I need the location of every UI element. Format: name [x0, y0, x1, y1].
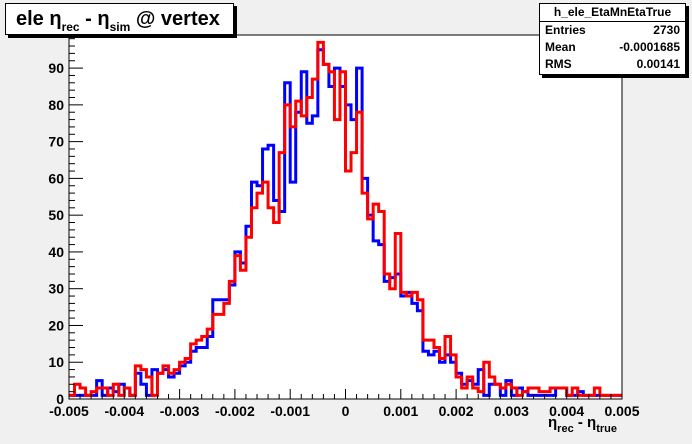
x-axis-title: ηrec - ηtrue	[548, 414, 617, 435]
stats-row-mean: Mean -0.0001685	[545, 40, 680, 54]
histogram-series-red	[69, 40, 622, 397]
x-tick-label: -0.005	[49, 403, 89, 419]
y-tick-label: 90	[48, 60, 64, 76]
y-tick-label: 10	[48, 354, 64, 370]
plot-title: ele ηrec - ηsim @ vertex	[5, 3, 234, 35]
title-tail: @ vertex	[130, 8, 220, 30]
title-eta-2: η	[97, 8, 110, 30]
x-tick-label: 0.001	[383, 403, 418, 419]
stats-row-entries: Entries 2730	[545, 23, 680, 37]
x-tick-label: -0.001	[270, 403, 310, 419]
y-tick-label: 0	[56, 391, 64, 407]
stats-box: h_ele_EtaMnEtaTrue Entries 2730 Mean -0.00…	[539, 3, 686, 75]
x-tick-label: 0.004	[549, 403, 584, 419]
y-tick-label: 70	[48, 134, 64, 150]
y-tick-label: 60	[48, 170, 64, 186]
x-tick-label: 0.005	[604, 403, 639, 419]
x-tick-label: -0.004	[104, 403, 144, 419]
y-tick-label: 20	[48, 317, 64, 333]
y-tick-label: 40	[48, 244, 64, 260]
x-tick-label: 0	[342, 403, 350, 419]
x-tick-label: 0.002	[439, 403, 474, 419]
x-tick-label: 0.003	[494, 403, 529, 419]
y-tick-label: 30	[48, 281, 64, 297]
title-sub-rec: rec	[61, 20, 80, 34]
series-layer	[69, 40, 622, 397]
y-tick-label: 80	[48, 97, 64, 113]
title-text: ele	[16, 8, 50, 30]
stats-histogram-name: h_ele_EtaMnEtaTrue	[540, 4, 685, 22]
y-tick-label: 50	[48, 207, 64, 223]
axis-layer: -0.005 -0.004 -0.003 -0.002 -0.001 0 0.001 0.00…	[48, 38, 640, 419]
title-minus: -	[79, 8, 98, 30]
title-eta: η	[49, 8, 62, 30]
stats-row-rms: RMS 0.00141	[545, 57, 680, 71]
x-tick-label: -0.002	[215, 403, 255, 419]
title-sub-sim: sim	[109, 20, 131, 34]
x-tick-label: -0.003	[160, 403, 200, 419]
